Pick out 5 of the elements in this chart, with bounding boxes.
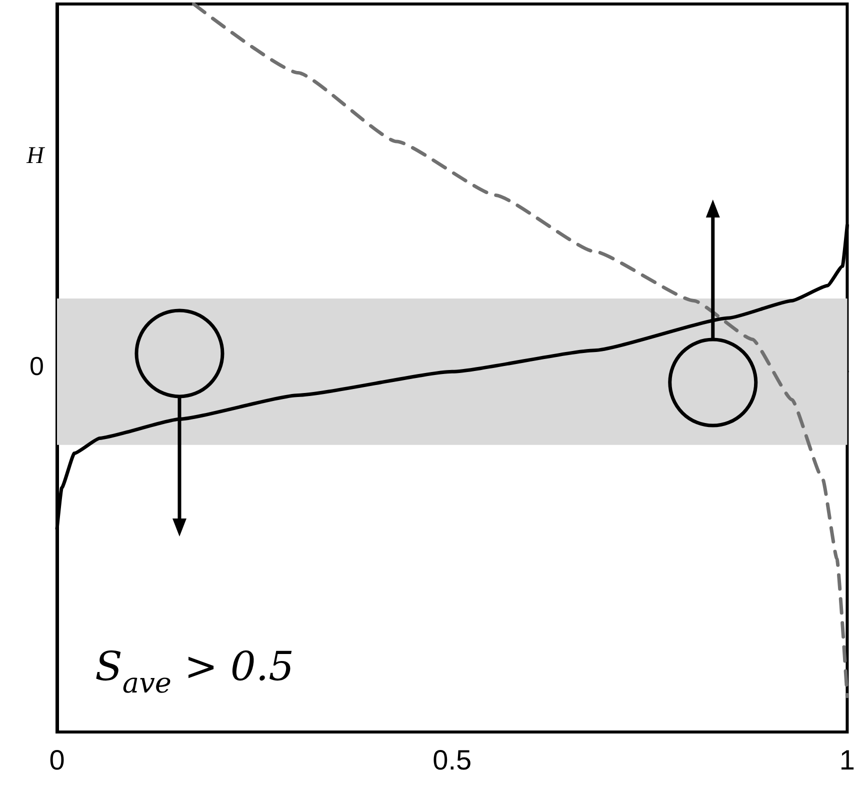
x-tick-label: 0 [49,744,65,776]
text: 0 [30,351,44,381]
x-tick-label: 0.5 [432,744,472,776]
text: H [26,143,46,169]
x-tick-label: 1 [839,744,856,776]
